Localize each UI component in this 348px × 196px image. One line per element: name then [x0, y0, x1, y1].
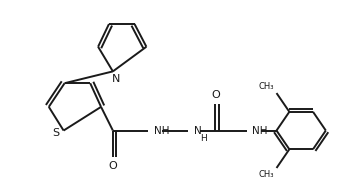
Text: N: N [112, 74, 120, 84]
Text: S: S [52, 128, 59, 138]
Text: O: O [109, 161, 117, 171]
Text: CH₃: CH₃ [258, 170, 274, 179]
Text: H: H [200, 134, 206, 143]
Text: NH: NH [252, 125, 267, 135]
Text: NH: NH [154, 125, 170, 135]
Text: CH₃: CH₃ [258, 82, 274, 91]
Text: O: O [211, 90, 220, 100]
Text: N: N [194, 125, 201, 135]
